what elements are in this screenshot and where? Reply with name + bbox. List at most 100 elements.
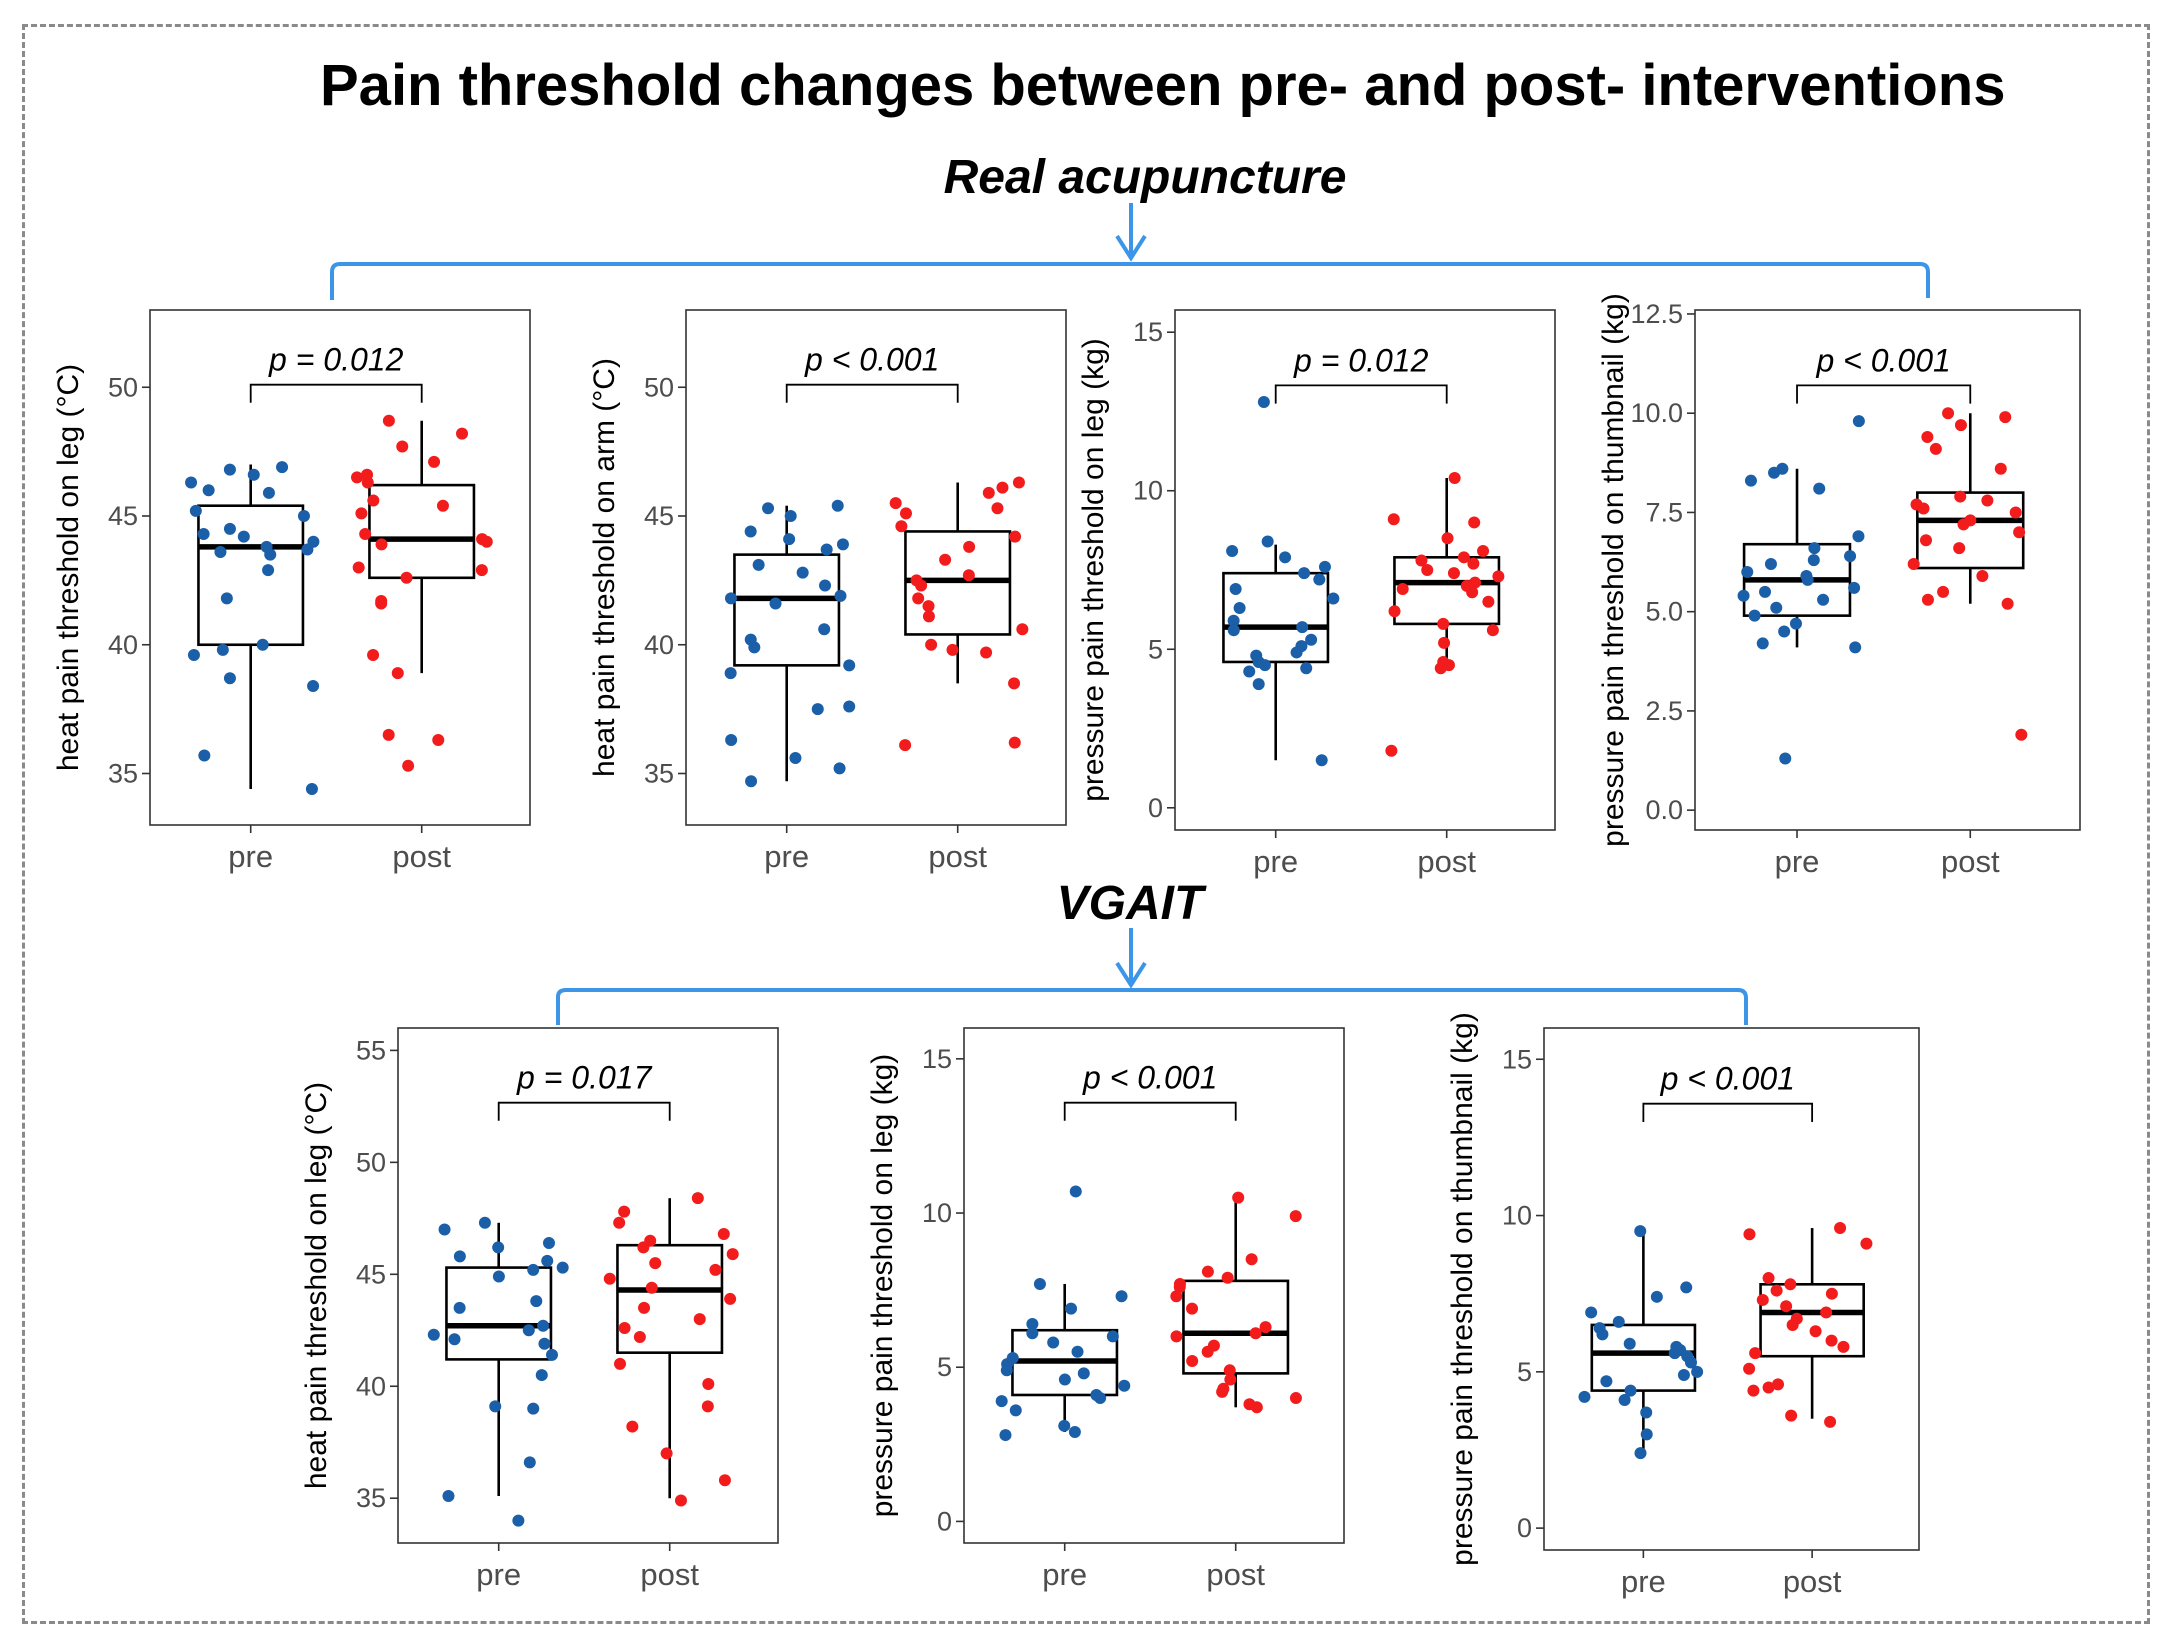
data-point-pre — [762, 502, 775, 515]
data-point-post — [1008, 736, 1021, 749]
y-tick-label: 12.5 — [1630, 299, 1683, 329]
data-point-pre — [843, 700, 856, 713]
data-point-pre — [1118, 1379, 1131, 1392]
data-point-pre — [542, 1236, 555, 1249]
data-point-pre — [789, 752, 802, 765]
data-point-post — [603, 1272, 616, 1285]
data-point-post — [1785, 1409, 1798, 1422]
x-tick-label-pre: pre — [228, 839, 273, 874]
y-tick-label: 10 — [1502, 1201, 1532, 1231]
data-point-pre — [556, 1261, 569, 1274]
data-point-post — [649, 1257, 662, 1270]
x-tick-label-post: post — [1417, 844, 1476, 879]
data-point-post — [359, 528, 372, 541]
data-point-pre — [843, 659, 856, 672]
p-value-annotation: p = 0.017 — [516, 1060, 653, 1096]
data-point-pre — [1069, 1185, 1082, 1198]
data-point-pre — [1290, 646, 1303, 659]
data-point-post — [915, 579, 928, 592]
box-iqr — [733, 553, 841, 667]
data-point-pre — [1596, 1328, 1609, 1341]
data-point-pre — [1640, 1428, 1653, 1441]
data-point-post — [1437, 617, 1450, 630]
significance-bracket — [1063, 1101, 1237, 1121]
y-tick-label: 2.5 — [1645, 696, 1683, 726]
y-tick-label: 5 — [1517, 1357, 1532, 1387]
data-point-pre — [1106, 1330, 1119, 1343]
dashed-frame — [22, 24, 2150, 1624]
data-point-pre — [1047, 1336, 1060, 1349]
data-point-pre — [1623, 1337, 1636, 1350]
box-iqr — [1916, 491, 2025, 570]
data-point-pre — [1808, 542, 1821, 555]
data-point-pre — [1634, 1447, 1647, 1460]
data-point-pre — [1756, 637, 1769, 650]
data-point-pre — [189, 504, 202, 517]
data-point-post — [638, 1301, 651, 1314]
data-point-post — [2013, 526, 2026, 539]
data-point-post — [367, 494, 380, 507]
data-point-post — [946, 643, 959, 656]
data-point-post — [1232, 1191, 1245, 1204]
data-point-pre — [995, 1395, 1008, 1408]
data-point-pre — [831, 499, 844, 512]
significance-bracket — [1796, 384, 1972, 404]
data-point-post — [1201, 1345, 1214, 1358]
data-point-post — [709, 1263, 722, 1276]
group-title-vgait: VGAIT — [1056, 877, 1204, 930]
data-point-pre — [834, 589, 847, 602]
data-point-post — [1457, 551, 1470, 564]
data-point-pre — [489, 1400, 502, 1413]
data-point-pre — [1680, 1281, 1693, 1294]
data-point-pre — [724, 667, 737, 680]
data-point-pre — [1768, 466, 1781, 479]
data-point-post — [1921, 431, 1934, 444]
data-point-post — [1786, 1318, 1799, 1331]
data-point-post — [1929, 442, 1942, 455]
data-point-post — [702, 1378, 715, 1391]
data-point-pre — [1844, 550, 1857, 563]
y-tick-label: 0 — [937, 1506, 952, 1536]
data-point-post — [1289, 1392, 1302, 1405]
data-point-pre — [527, 1402, 540, 1415]
data-point-pre — [1744, 474, 1757, 487]
data-point-pre — [537, 1319, 550, 1332]
data-point-post — [1249, 1327, 1262, 1340]
data-point-pre — [1618, 1393, 1631, 1406]
main-title: Pain threshold changes between pre- and … — [320, 53, 2006, 118]
significance-bracket — [249, 383, 423, 403]
data-point-post — [1448, 472, 1461, 485]
data-point-post — [1385, 744, 1398, 757]
data-point-pre — [1634, 1225, 1647, 1238]
group-title-real-acupuncture: Real acupuncture — [943, 151, 1347, 204]
y-tick-label: 35 — [108, 759, 138, 789]
data-point-post — [391, 667, 404, 680]
data-point-pre — [836, 538, 849, 551]
data-point-pre — [1852, 530, 1865, 543]
data-point-pre — [1298, 567, 1311, 580]
data-point-post — [717, 1228, 730, 1240]
chart-7: 0 5 10 15 pressure pain threshold on thumbna… — [1446, 1012, 1920, 1599]
y-tick-label: 5.0 — [1645, 597, 1683, 627]
data-point-post — [1415, 554, 1428, 567]
data-point-post — [1170, 1290, 1183, 1303]
data-point-post — [1016, 623, 1029, 636]
y-axis-title: pressure pain threshold on leg (kg) — [1077, 338, 1110, 802]
p-value-annotation: p < 0.001 — [1082, 1060, 1217, 1096]
data-point-pre — [1612, 1315, 1625, 1328]
x-tick-label-post: post — [928, 839, 987, 874]
data-point-post — [1186, 1355, 1199, 1368]
data-point-post — [1482, 595, 1495, 608]
data-point-post — [1954, 419, 1967, 432]
data-point-pre — [745, 775, 758, 788]
data-point-pre — [197, 528, 210, 541]
data-point-post — [618, 1322, 631, 1335]
data-point-post — [1289, 1210, 1302, 1223]
data-point-pre — [492, 1270, 505, 1283]
data-point-pre — [512, 1514, 525, 1527]
x-tick-label-pre: pre — [764, 839, 809, 874]
data-point-post — [1250, 1401, 1263, 1414]
data-point-post — [361, 476, 374, 489]
box-pre — [724, 499, 856, 788]
data-point-pre — [237, 530, 250, 543]
